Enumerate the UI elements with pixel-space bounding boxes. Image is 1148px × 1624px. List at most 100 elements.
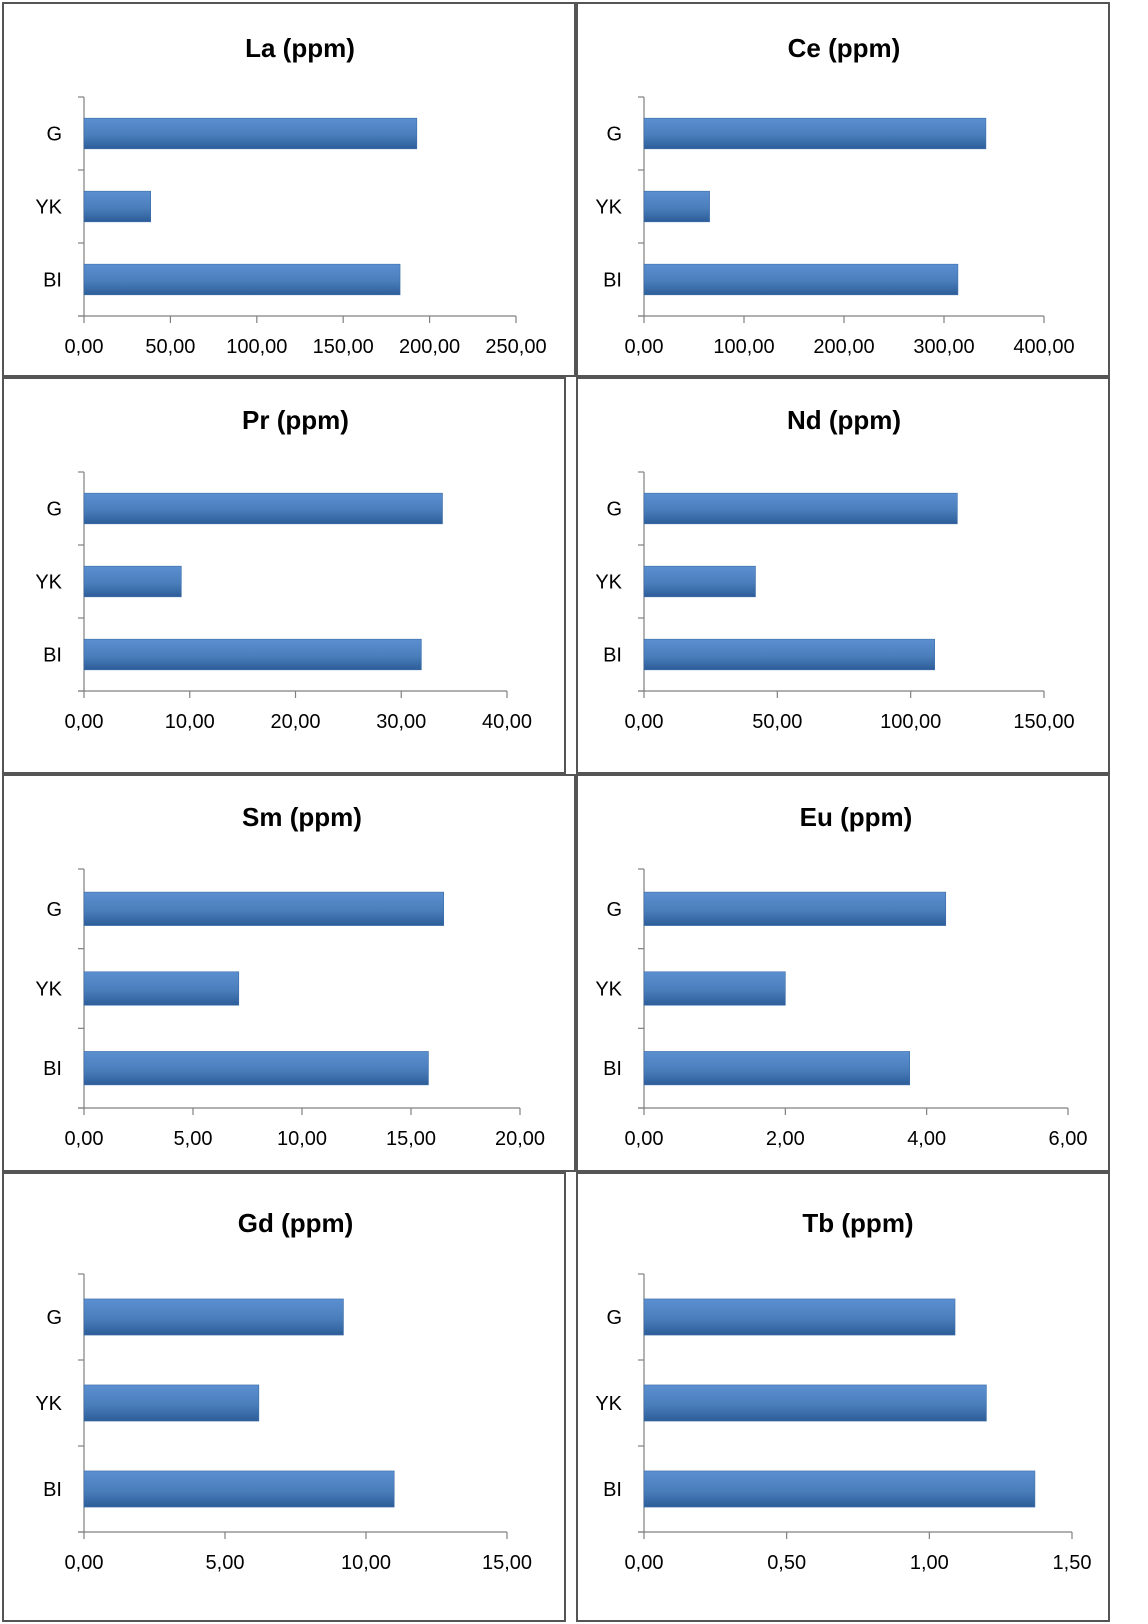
category-label: YK [35,1393,62,1415]
chart-title: La (ppm) [245,33,355,63]
x-tick-label: 20,00 [495,1128,545,1150]
category-label: BI [603,1479,622,1501]
x-tick-label: 5,00 [206,1552,245,1574]
x-tick-label: 300,00 [913,336,974,358]
x-tick-label: 100,00 [226,336,287,358]
bar [643,117,987,150]
category-label: BI [43,645,62,667]
bar-chart: Pr (ppm) 0,00 10,00 20,00 30,00 40,00 BI YK G [35,405,532,733]
category-label: YK [595,979,622,1001]
x-tick-label: 0,00 [625,711,664,733]
x-tick-label: 2,00 [766,1128,805,1150]
x-tick-label: 40,00 [482,711,532,733]
chart-title: Ce (ppm) [788,33,901,63]
x-tick-label: 0,00 [65,336,104,358]
category-label: BI [603,1058,622,1080]
x-tick-label: 5,00 [174,1128,213,1150]
bar [643,638,935,671]
bar [83,971,240,1006]
x-tick-label: 150,00 [313,336,374,358]
bar-chart: Ce (ppm) 0,00 100,00 200,00 300,00 400,00 BI YK… [595,33,1074,358]
x-tick-label: 0,50 [767,1552,806,1574]
x-tick-label: 0,00 [625,336,664,358]
bar [83,1384,260,1422]
chart-panel: Sm (ppm) 0,00 5,00 10,00 15,00 20,00 BI YK G [2,774,576,1172]
x-tick-label: 10,00 [165,711,215,733]
x-tick-label: 50,00 [145,336,195,358]
chart-title: Pr (ppm) [242,405,349,435]
chart-panel: La (ppm) 0,00 50,00 100,00 150,00 200,00 250,0… [2,2,576,377]
bar [83,1051,429,1086]
bar [83,117,418,150]
category-label: BI [43,1058,62,1080]
bar [83,190,152,223]
chart-title: Eu (ppm) [800,802,913,832]
bar-chart: Eu (ppm) 0,00 2,00 4,00 6,00 BI YK G [595,802,1087,1150]
bar [643,971,786,1006]
chart-title: Sm (ppm) [242,802,362,832]
x-tick-label: 50,00 [752,711,802,733]
x-tick-label: 10,00 [341,1552,391,1574]
category-label: BI [43,1479,62,1501]
category-label: G [606,1307,622,1329]
bar [643,190,710,223]
x-tick-label: 250,00 [485,336,546,358]
category-label: YK [35,979,62,1001]
category-label: YK [595,572,622,594]
x-tick-label: 0,00 [625,1552,664,1574]
bar-chart: Gd (ppm) 0,00 5,00 10,00 15,00 BI YK G [35,1208,532,1574]
bar [83,638,422,671]
x-tick-label: 1,50 [1053,1552,1092,1574]
bar [83,263,401,296]
chart-title: Tb (ppm) [802,1208,913,1238]
x-tick-label: 15,00 [482,1552,532,1574]
category-label: YK [595,197,622,219]
category-label: G [46,899,62,921]
chart-title: Nd (ppm) [787,405,901,435]
bar [643,1298,956,1336]
chart-panel: Pr (ppm) 0,00 10,00 20,00 30,00 40,00 BI YK G [2,377,566,774]
x-tick-label: 0,00 [65,711,104,733]
bar [83,1298,344,1336]
x-tick-label: 0,00 [625,1128,664,1150]
x-tick-label: 10,00 [277,1128,327,1150]
x-tick-label: 4,00 [907,1128,946,1150]
bar [643,1470,1036,1508]
bar [83,565,182,598]
bar [83,1470,395,1508]
bar [643,1384,987,1422]
category-label: G [46,499,62,521]
category-label: G [606,499,622,521]
x-tick-label: 100,00 [880,711,941,733]
category-label: YK [35,197,62,219]
bar [643,263,959,296]
x-tick-label: 0,00 [65,1552,104,1574]
category-label: BI [43,270,62,292]
x-tick-label: 30,00 [376,711,426,733]
category-label: G [606,899,622,921]
bar [83,492,443,525]
bar [643,565,756,598]
bar-chart: Sm (ppm) 0,00 5,00 10,00 15,00 20,00 BI YK G [35,802,545,1150]
x-tick-label: 400,00 [1013,336,1074,358]
chart-panel: Tb (ppm) 0,00 0,50 1,00 1,50 BI YK G [576,1172,1110,1622]
x-tick-label: 150,00 [1013,711,1074,733]
chart-panel: Gd (ppm) 0,00 5,00 10,00 15,00 BI YK G [2,1172,566,1622]
x-tick-label: 1,00 [910,1552,949,1574]
x-tick-label: 15,00 [386,1128,436,1150]
bar [643,891,947,926]
x-tick-label: 0,00 [65,1128,104,1150]
bar [643,1051,911,1086]
category-label: BI [603,270,622,292]
x-tick-label: 200,00 [399,336,460,358]
category-label: YK [595,1393,622,1415]
bar [83,891,445,926]
x-tick-label: 100,00 [713,336,774,358]
category-label: G [606,124,622,146]
chart-title: Gd (ppm) [238,1208,354,1238]
chart-panel: Ce (ppm) 0,00 100,00 200,00 300,00 400,00 BI YK… [576,2,1110,377]
bar-chart: Tb (ppm) 0,00 0,50 1,00 1,50 BI YK G [595,1208,1092,1574]
x-tick-label: 200,00 [813,336,874,358]
category-label: BI [603,645,622,667]
